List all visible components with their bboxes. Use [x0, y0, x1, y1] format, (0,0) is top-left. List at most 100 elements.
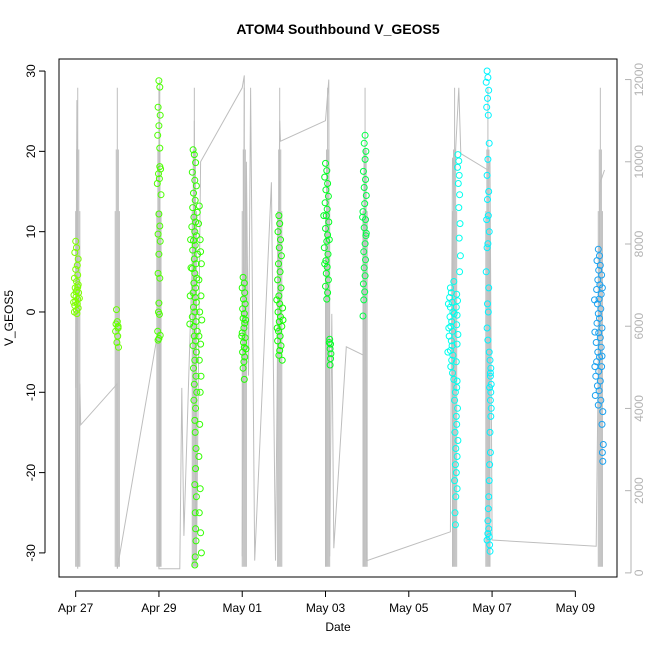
data-point [192, 525, 200, 533]
data-point [156, 274, 164, 282]
data-point [360, 264, 368, 272]
data-point [156, 163, 164, 171]
data-point [325, 218, 333, 226]
data-point [450, 310, 458, 318]
data-point [197, 248, 205, 256]
data-point [456, 268, 464, 276]
data-point [156, 111, 164, 119]
data-point [192, 493, 200, 501]
data-point [594, 401, 602, 409]
data-point [241, 334, 249, 342]
data-point [275, 244, 283, 252]
data-point [71, 249, 79, 256]
data-point [594, 310, 602, 318]
data-point [599, 441, 607, 448]
data-point [189, 204, 197, 212]
data-point [485, 86, 493, 94]
data-point [598, 284, 606, 292]
data-point [451, 509, 459, 517]
data-point [485, 188, 493, 195]
data-point [447, 337, 455, 345]
data-point [596, 334, 604, 342]
data-point [156, 237, 164, 245]
data-point [190, 255, 198, 263]
data-point [275, 212, 283, 220]
data-point [274, 276, 282, 284]
right-tick-label: 10000 [632, 145, 646, 179]
data-point [113, 339, 121, 346]
data-point [155, 122, 163, 130]
data-point [591, 296, 598, 304]
data-point [192, 445, 200, 452]
data-point [594, 245, 602, 253]
data-point [593, 358, 601, 366]
data-point [190, 396, 198, 404]
data-point [593, 257, 601, 265]
data-point [454, 297, 461, 305]
data-point [156, 144, 164, 152]
data-point [197, 260, 205, 268]
data-point [361, 240, 369, 248]
data-point [277, 284, 285, 292]
data-point [195, 276, 203, 284]
right-tick-label: 4000 [632, 395, 646, 422]
data-point [192, 372, 200, 380]
data-point [192, 159, 200, 167]
data-point [485, 477, 493, 485]
data-point [362, 147, 370, 155]
data-point [454, 163, 461, 171]
data-point [455, 234, 463, 242]
data-point [198, 316, 206, 324]
data-point [240, 324, 248, 332]
data-point [241, 289, 249, 297]
data-point [239, 364, 247, 372]
data-point [592, 372, 600, 380]
data-point [242, 345, 250, 353]
data-point [278, 356, 286, 364]
data-point [240, 343, 248, 351]
data-point [324, 250, 332, 258]
data-point [241, 353, 249, 361]
bottom-tick-label: Apr 27 [58, 601, 94, 615]
data-point [484, 155, 492, 163]
data-point [448, 318, 456, 326]
data-point [599, 457, 607, 465]
data-point [596, 261, 604, 269]
data-point [197, 292, 205, 300]
data-point [485, 348, 493, 356]
data-point [321, 199, 329, 207]
data-point [486, 449, 494, 456]
data-point [444, 300, 452, 308]
data-point [279, 316, 287, 324]
data-point [273, 324, 281, 332]
data-point [449, 369, 456, 377]
data-point [484, 94, 491, 102]
data-point [449, 351, 457, 359]
data-point [156, 222, 164, 230]
data-point [598, 271, 606, 279]
data-point [456, 252, 464, 260]
data-point [482, 268, 490, 276]
data-point [192, 537, 200, 545]
data-point [361, 155, 369, 163]
data-point [196, 420, 204, 428]
left-tick-label: -10 [24, 383, 38, 401]
data-point [484, 336, 492, 344]
data-point [486, 356, 494, 364]
data-point [591, 392, 599, 399]
data-point [324, 192, 332, 200]
data-point [453, 377, 461, 385]
data-point [446, 284, 454, 292]
data-point [187, 236, 195, 244]
data-point [483, 103, 491, 111]
data-point [485, 525, 493, 533]
right-tick-label: 12000 [632, 63, 646, 97]
data-point [486, 372, 494, 380]
bottom-tick-label: May 07 [472, 601, 512, 615]
data-point [483, 324, 491, 332]
data-point [359, 167, 367, 175]
data-point [483, 244, 491, 252]
data-point [155, 299, 163, 307]
secondary-series [75, 75, 605, 570]
data-point [154, 131, 162, 139]
